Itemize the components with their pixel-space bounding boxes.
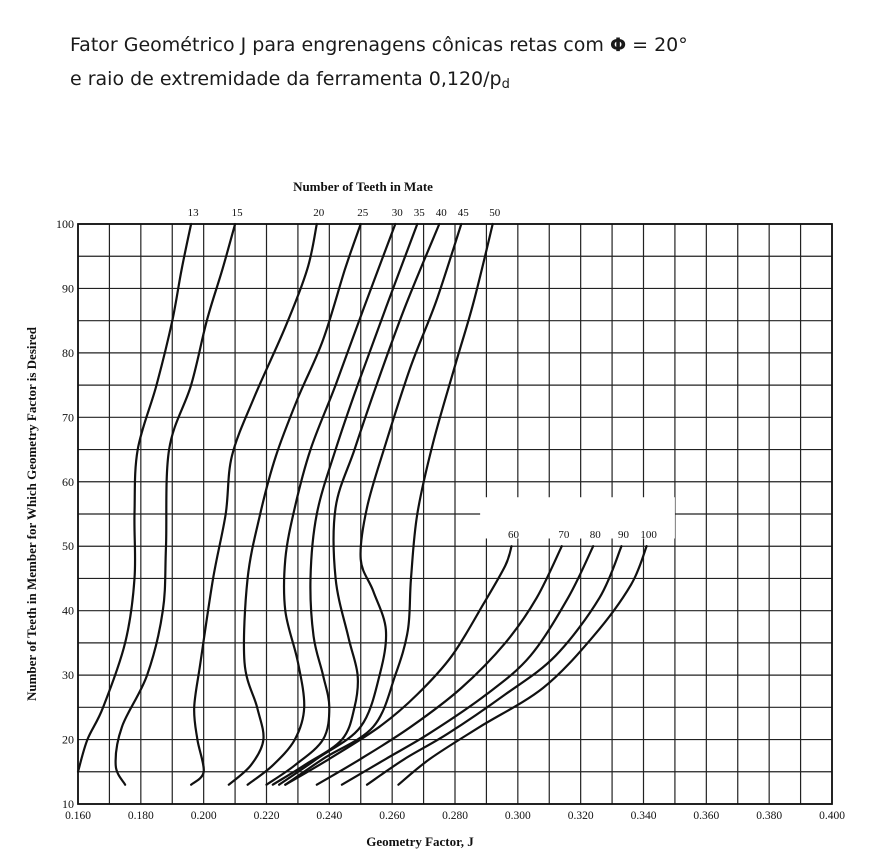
series-label-15: 15 <box>232 207 244 219</box>
y-tick-label: 60 <box>62 475 74 489</box>
curve-mate-70 <box>315 545 563 786</box>
series-label-60: 60 <box>508 529 520 541</box>
y-tick-label: 20 <box>62 733 74 747</box>
series-label-45: 45 <box>458 207 470 219</box>
plot-frame <box>77 223 833 805</box>
y-tick-label: 30 <box>62 668 74 682</box>
y-tick-label: 70 <box>62 410 74 424</box>
curve-mate-25 <box>227 222 362 786</box>
series-label-90: 90 <box>618 529 630 541</box>
series-label-50: 50 <box>489 207 501 219</box>
series-label-80: 80 <box>590 529 602 541</box>
x-tick-label: 0.320 <box>568 810 594 822</box>
curve-mate-100 <box>397 545 648 786</box>
curve-mate-45 <box>278 222 463 786</box>
label-mask <box>480 497 675 539</box>
y-tick-label: 100 <box>56 217 74 231</box>
series-label-13: 13 <box>188 207 200 219</box>
x-tick-label: 0.340 <box>631 810 657 822</box>
series-label-100: 100 <box>640 529 657 541</box>
caption-line-2: e raio de extremidade da ferramenta 0,12… <box>70 62 850 102</box>
curve-mate-20 <box>190 222 318 786</box>
y-tick-label: 90 <box>62 281 74 295</box>
caption-line-1-text: Fator Geométrico J para engrenagens côni… <box>70 34 610 56</box>
x-tick-label: 0.400 <box>819 810 845 822</box>
series-label-20: 20 <box>313 207 325 219</box>
curve-mate-80 <box>340 545 595 786</box>
chart-title: Number of Teeth in Mate <box>293 179 433 194</box>
series-label-25: 25 <box>357 207 369 219</box>
x-tick-label: 0.180 <box>128 810 154 822</box>
curve-mate-15 <box>114 222 237 786</box>
y-tick-label: 40 <box>62 604 74 618</box>
x-tick-label: 0.160 <box>65 810 91 822</box>
chart-labels: 13 15 20 25 30 35 40 45 50 60 70 80 90 100 0.160 0.180 0… <box>56 207 845 822</box>
figure-caption: Fator Geométrico J para engrenagens côni… <box>70 28 850 102</box>
y-tick-label: 80 <box>62 346 74 360</box>
series-label-30: 30 <box>392 207 404 219</box>
curve-mate-60 <box>284 545 513 786</box>
x-tick-label: 0.300 <box>505 810 531 822</box>
series-label-40: 40 <box>436 207 448 219</box>
curve-mate-40 <box>271 222 441 786</box>
phi-symbol: Φ <box>609 34 627 56</box>
curve-mate-13 <box>76 222 193 773</box>
caption-line-1-suffix: = 20° <box>626 34 688 56</box>
x-tick-label: 0.360 <box>693 810 719 822</box>
y-tick-label: 50 <box>62 539 74 553</box>
curve-mate-35 <box>265 222 419 786</box>
series-label-70: 70 <box>558 529 570 541</box>
x-tick-label: 0.260 <box>379 810 405 822</box>
caption-line-1: Fator Geométrico J para engrenagens côni… <box>70 28 850 62</box>
curve-mate-30 <box>246 222 397 786</box>
caption-line-2-text: e raio de extremidade da ferramenta 0,12… <box>70 68 502 90</box>
y-tick-label: 10 <box>62 797 74 811</box>
chart-curves <box>76 222 648 786</box>
x-tick-label: 0.280 <box>442 810 468 822</box>
curve-mate-90 <box>365 545 623 786</box>
series-label-35: 35 <box>414 207 426 219</box>
y-axis-label: Number of Teeth in Member for Which Geom… <box>24 326 39 701</box>
x-axis-label: Geometry Factor, J <box>366 834 474 849</box>
curve-mate-50 <box>284 222 494 786</box>
x-tick-label: 0.200 <box>191 810 217 822</box>
x-tick-label: 0.240 <box>316 810 342 822</box>
x-tick-label: 0.380 <box>756 810 782 822</box>
x-tick-label: 0.220 <box>254 810 280 822</box>
caption-subscript: d <box>501 77 510 92</box>
